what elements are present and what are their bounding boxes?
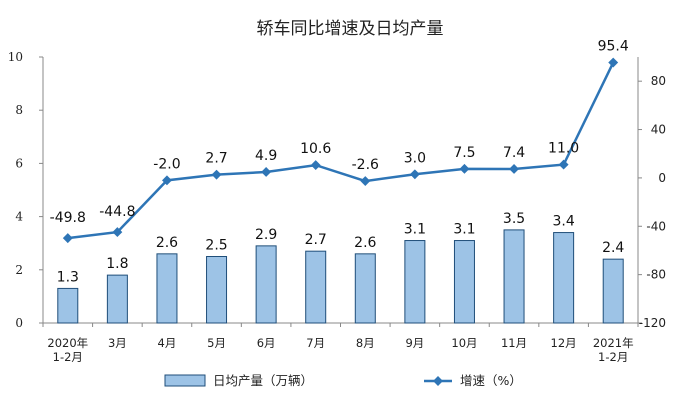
bar-value-label: 2.7 [305, 232, 327, 248]
growth-value-label: 10.6 [300, 141, 331, 157]
bar-value-label: 3.5 [503, 211, 525, 227]
legend-line-marker [433, 376, 443, 386]
x-tick-label: 1-2月 [598, 350, 628, 364]
x-tick-label: 9月 [405, 336, 424, 350]
bar-value-label: 3.4 [552, 214, 574, 230]
legend-line-label: 增速（%） [460, 373, 522, 388]
legend-bar-label: 日均产量（万辆） [213, 373, 313, 388]
growth-marker [211, 169, 222, 180]
bar [404, 240, 426, 324]
bar [305, 250, 327, 324]
bar [354, 253, 376, 324]
left-tick-label: 6 [15, 156, 23, 170]
bar-value-label: 2.6 [354, 235, 376, 251]
growth-marker [409, 169, 420, 180]
legend: 日均产量（万辆） 增速（%） [164, 373, 522, 388]
growth-value-label: -2.0 [153, 156, 180, 172]
bar [503, 229, 525, 324]
growth-marker [62, 233, 73, 244]
growth-marker [459, 163, 470, 174]
growth-marker [360, 176, 371, 187]
growth-line [67, 62, 615, 240]
right-tick-label: -40 [646, 219, 666, 233]
bar [57, 287, 79, 324]
legend-bar-swatch [164, 374, 206, 387]
x-tick-label: 8月 [356, 336, 375, 350]
left-tick-label: 0 [15, 316, 23, 330]
left-tick-label: 8 [15, 103, 23, 117]
left-tick-label: 10 [8, 50, 23, 64]
right-tick-label: 0 [658, 171, 666, 185]
right-tick-label: 40 [651, 123, 666, 137]
bar [206, 256, 228, 324]
bar-series [57, 229, 624, 324]
growth-value-label: 7.5 [453, 145, 475, 161]
line-series [62, 57, 619, 244]
growth-value-label: 2.7 [205, 151, 227, 167]
bar-value-label: 1.3 [57, 269, 79, 285]
bar-value-label: 3.1 [453, 222, 475, 238]
growth-marker [310, 160, 321, 171]
x-tick-label: 5月 [207, 336, 226, 350]
x-tick-label: 12月 [551, 336, 577, 350]
bar-value-label: 2.6 [156, 235, 178, 251]
bar [255, 245, 277, 324]
x-tick-label: 7月 [306, 336, 325, 350]
growth-value-label: 95.4 [598, 39, 629, 55]
growth-value-label: -49.8 [50, 210, 86, 226]
growth-marker [509, 164, 519, 174]
left-tick-label: 2 [15, 263, 23, 277]
right-tick-label: 80 [651, 74, 666, 88]
x-tick-label: 4月 [158, 336, 177, 350]
bar-value-label: 1.8 [106, 256, 128, 272]
growth-marker [558, 159, 569, 170]
growth-value-label: 7.4 [503, 145, 525, 161]
bar-value-label: 3.1 [404, 222, 426, 238]
data-labels: 1.3 1.8 2.6 2.5 2.9 2.7 2.6 3.1 3.1 3.5 3.4 2.4 -49.… [50, 39, 629, 286]
bar [106, 274, 128, 324]
left-tick-label: 4 [15, 210, 23, 224]
bar [453, 240, 475, 324]
right-tick-label: -80 [646, 268, 666, 282]
bar-value-label: 2.5 [205, 238, 227, 254]
bar [602, 258, 624, 324]
growth-value-label: 3.0 [404, 150, 426, 166]
x-tick-label: 11月 [501, 336, 527, 350]
growth-value-label: 11.0 [548, 141, 579, 157]
bar [156, 253, 178, 324]
right-tick-label: -120 [639, 316, 666, 330]
x-tick-label: 2021年 [593, 336, 634, 350]
growth-value-label: -2.6 [352, 157, 379, 173]
x-tick-label: 3月 [108, 336, 127, 350]
bar [553, 232, 575, 324]
bar-value-label: 2.9 [255, 227, 277, 243]
bar-value-label: 2.4 [602, 240, 624, 256]
growth-value-label: 4.9 [255, 148, 277, 164]
x-tick-label: 1-2月 [53, 350, 83, 364]
x-tick-label: 6月 [257, 336, 276, 350]
x-tick-label: 10月 [451, 336, 477, 350]
chart-title: 轿车同比增速及日均产量 [257, 19, 444, 39]
growth-marker [261, 167, 272, 177]
growth-marker [112, 227, 123, 238]
x-tick-label: 2020年 [47, 336, 88, 350]
growth-marker [162, 175, 172, 186]
growth-marker [608, 57, 619, 68]
growth-value-label: -44.8 [99, 204, 135, 220]
